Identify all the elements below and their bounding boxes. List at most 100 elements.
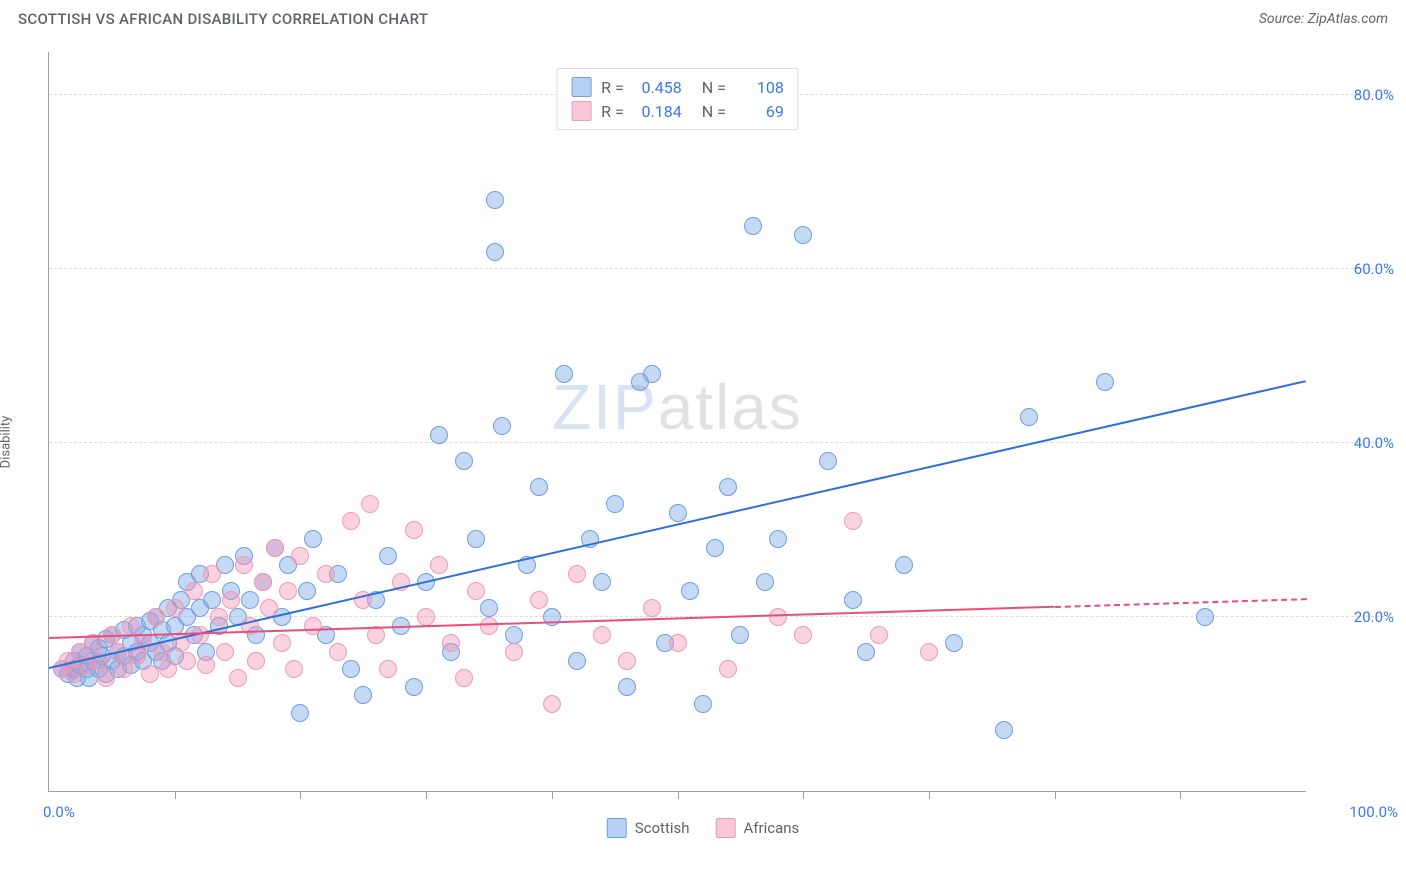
data-point <box>593 626 611 644</box>
data-point <box>493 417 511 435</box>
data-point <box>1020 408 1038 426</box>
data-point <box>279 582 297 600</box>
data-point <box>794 226 812 244</box>
data-point <box>379 660 397 678</box>
plot-area: ZIPatlas R =0.458N =108R =0.184N =69 20.… <box>48 52 1306 792</box>
data-point <box>543 695 561 713</box>
gridline <box>49 442 1394 443</box>
trend-line <box>49 380 1306 669</box>
data-point <box>920 643 938 661</box>
data-point <box>342 660 360 678</box>
legend-stat-row: R =0.184N =69 <box>571 99 784 123</box>
data-point <box>895 556 913 574</box>
data-point <box>857 643 875 661</box>
data-point <box>618 678 636 696</box>
data-point <box>266 539 284 557</box>
data-point <box>147 608 165 626</box>
data-point <box>669 504 687 522</box>
data-point <box>298 582 316 600</box>
legend-swatch <box>716 818 736 838</box>
watermark-atlas: atlas <box>658 371 803 443</box>
header: SCOTTISH VS AFRICAN DISABILITY CORRELATI… <box>0 0 1406 32</box>
data-point <box>317 565 335 583</box>
data-point <box>304 617 322 635</box>
data-point <box>505 643 523 661</box>
data-point <box>354 686 372 704</box>
x-tick <box>300 791 301 799</box>
data-point <box>486 243 504 261</box>
data-point <box>744 217 762 235</box>
n-value: 108 <box>736 78 784 97</box>
data-point <box>361 495 379 513</box>
data-point <box>467 530 485 548</box>
data-point <box>618 652 636 670</box>
x-tick <box>175 791 176 799</box>
data-point <box>1196 608 1214 626</box>
data-point <box>794 626 812 644</box>
data-point <box>285 660 303 678</box>
data-point <box>291 704 309 722</box>
chart-title: SCOTTISH VS AFRICAN DISABILITY CORRELATI… <box>18 10 428 28</box>
data-point <box>216 643 234 661</box>
data-point <box>530 478 548 496</box>
data-point <box>273 634 291 652</box>
data-point <box>254 573 272 591</box>
n-label: N = <box>702 102 726 121</box>
data-point <box>304 530 322 548</box>
r-value: 0.458 <box>634 78 682 97</box>
data-point <box>197 656 215 674</box>
data-point <box>210 608 228 626</box>
data-point <box>593 573 611 591</box>
data-point <box>681 582 699 600</box>
data-point <box>505 626 523 644</box>
data-point <box>455 452 473 470</box>
legend-swatch <box>571 77 591 97</box>
data-point <box>342 512 360 530</box>
data-point <box>379 547 397 565</box>
data-point <box>530 591 548 609</box>
data-point <box>329 643 347 661</box>
y-tick-label: 20.0% <box>1314 608 1394 626</box>
x-tick <box>426 791 427 799</box>
data-point <box>122 617 140 635</box>
watermark: ZIPatlas <box>552 370 803 444</box>
legend-series: ScottishAfricans <box>607 818 800 838</box>
data-point <box>467 582 485 600</box>
data-point <box>719 660 737 678</box>
y-axis-label: Disability <box>0 416 14 469</box>
data-point <box>153 643 171 661</box>
data-point <box>769 530 787 548</box>
data-point <box>178 652 196 670</box>
y-tick-label: 60.0% <box>1314 260 1394 278</box>
data-point <box>97 669 115 687</box>
data-point <box>568 565 586 583</box>
data-point <box>756 573 774 591</box>
data-point <box>995 721 1013 739</box>
data-point <box>669 634 687 652</box>
data-point <box>606 495 624 513</box>
data-point <box>430 556 448 574</box>
data-point <box>486 191 504 209</box>
data-point <box>643 599 661 617</box>
x-tick <box>678 791 679 799</box>
data-point <box>417 608 435 626</box>
x-tick <box>1180 791 1181 799</box>
chart-container: Disability ZIPatlas R = 0.458 N = 108 R =0.1… <box>0 32 1406 852</box>
y-tick-label: 80.0% <box>1314 86 1394 104</box>
legend-stats: R = 0.458 N = 108 R =0.184N =69 <box>556 68 799 130</box>
data-point <box>555 365 573 383</box>
n-label: N = <box>702 78 726 97</box>
data-point <box>203 565 221 583</box>
r-label: R = <box>601 102 624 121</box>
data-point <box>819 452 837 470</box>
data-point <box>643 365 661 383</box>
x-tick <box>803 791 804 799</box>
data-point <box>442 634 460 652</box>
data-point <box>166 599 184 617</box>
legend-swatch <box>571 101 591 121</box>
data-point <box>405 521 423 539</box>
y-tick-label: 40.0% <box>1314 434 1394 452</box>
data-point <box>455 669 473 687</box>
data-point <box>222 591 240 609</box>
legend-label: Scottish <box>635 819 690 837</box>
